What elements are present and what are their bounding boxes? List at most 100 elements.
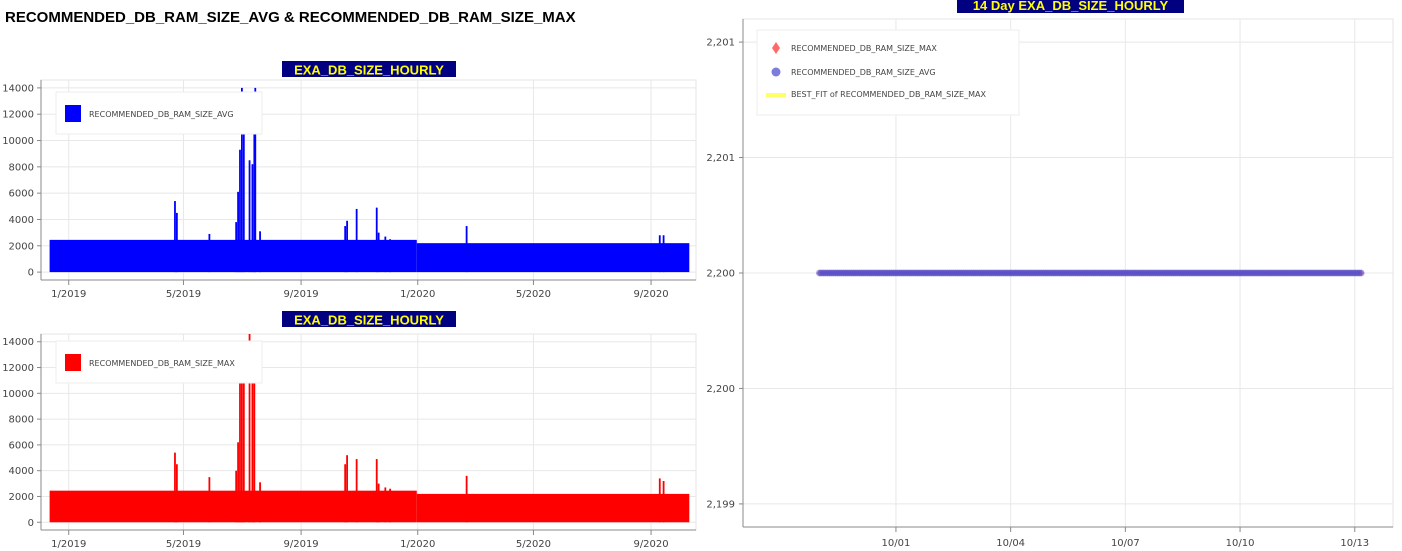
y-tick-label: 14000	[2, 337, 34, 348]
x-tick-label: 5/2020	[516, 539, 551, 550]
legend-label-recent-max: RECOMMENDED_DB_RAM_SIZE_MAX	[791, 44, 937, 53]
chart-avg: 0 2000 4000 6000 8000 10000 12000 14000 1/2019 5/…	[2, 61, 697, 300]
series-max	[49, 334, 690, 523]
x-tick-label: 9/2019	[283, 289, 318, 300]
x-tick-label: 10/04	[996, 538, 1025, 549]
baseline-area	[416, 493, 690, 523]
y-tick-label: 14000	[2, 83, 34, 94]
x-tick-label: 1/2020	[400, 289, 435, 300]
x-tick-label: 10/10	[1226, 538, 1255, 549]
spike-bar	[465, 475, 468, 523]
chart-title-bg-max	[282, 311, 456, 327]
y-tick-label: 4000	[9, 215, 34, 226]
spike-bar	[344, 226, 347, 273]
legend-marker-avg	[771, 67, 781, 77]
spike-bar	[346, 455, 348, 523]
chart-title-bg-recent	[957, 0, 1184, 13]
y-tick-label: 2,200	[706, 269, 735, 280]
x-tick-label: 5/2019	[166, 539, 201, 550]
axis-ticks-recent: 2,199 2,200 2,200 2,201 2,201 10/01 10/04 10/07…	[706, 38, 1369, 549]
y-tick-label: 6000	[9, 189, 34, 200]
spike-bar	[375, 207, 378, 273]
spike-bar	[174, 452, 176, 523]
spike-bar	[235, 470, 238, 523]
legend-max: RECOMMENDED_DB_RAM_SIZE_MAX	[55, 340, 263, 384]
legend-box-max	[55, 340, 263, 384]
spike-bar	[237, 442, 239, 523]
spike-bar	[237, 191, 239, 273]
spike-bar	[248, 334, 251, 523]
scatter-point-avg	[1357, 269, 1365, 277]
spike-bar	[384, 487, 387, 523]
spike-bar	[208, 477, 211, 523]
x-tick-label: 1/2019	[51, 289, 86, 300]
spike-bar	[259, 231, 261, 273]
spike-bar	[175, 464, 178, 523]
chart-title-recent: 14 Day EXA_DB_SIZE_HOURLY	[973, 0, 1169, 13]
page-title: RECOMMENDED_DB_RAM_SIZE_AVG & RECOMMENDE…	[5, 9, 576, 26]
legend-box-avg	[55, 91, 263, 135]
y-tick-label: 2000	[9, 241, 34, 252]
series-avg	[49, 87, 690, 273]
x-tick-label: 1/2020	[400, 539, 435, 550]
y-tick-label: 2,199	[706, 499, 735, 510]
spike-bar	[239, 380, 241, 523]
y-tick-label: 12000	[2, 110, 34, 121]
spike-bar	[346, 220, 348, 273]
legend-label-max: RECOMMENDED_DB_RAM_SIZE_MAX	[89, 359, 235, 368]
chart-title-avg: EXA_DB_SIZE_HOURLY	[294, 63, 444, 78]
baseline-area	[416, 243, 690, 273]
spike-bar	[241, 87, 243, 273]
spike-bar	[658, 235, 661, 273]
y-tick-label: 2,200	[706, 384, 735, 395]
legend-box-recent	[756, 29, 1020, 116]
y-tick-label: 8000	[9, 415, 34, 426]
x-tick-label: 10/13	[1340, 538, 1369, 549]
spike-bar	[259, 482, 261, 523]
baseline-area	[49, 239, 417, 273]
legend-marker-best-fit	[766, 93, 786, 97]
legend-avg: RECOMMENDED_DB_RAM_SIZE_AVG	[55, 91, 263, 135]
x-tick-label: 10/01	[882, 538, 911, 549]
y-tick-label: 6000	[9, 440, 34, 451]
legend-label-recent-avg: RECOMMENDED_DB_RAM_SIZE_AVG	[791, 68, 936, 77]
spike-bar	[242, 112, 245, 273]
y-tick-label: 0	[28, 518, 34, 529]
legend-swatch-avg	[65, 105, 81, 122]
spike-bar	[174, 201, 176, 273]
y-tick-label: 8000	[9, 162, 34, 173]
y-tick-label: 12000	[2, 363, 34, 374]
series-recent	[816, 269, 1365, 277]
y-tick-label: 4000	[9, 466, 34, 477]
y-tick-label: 2000	[9, 492, 34, 503]
x-tick-label: 10/07	[1111, 538, 1140, 549]
x-tick-label: 9/2020	[633, 289, 668, 300]
baseline-area	[49, 490, 417, 523]
y-tick-label: 0	[28, 268, 34, 279]
spike-bar	[253, 130, 256, 273]
legend-label-recent-fit: BEST_FIT of RECOMMENDED_DB_RAM_SIZE_MAX	[791, 90, 986, 99]
spike-bar	[389, 488, 392, 523]
y-tick-label: 10000	[2, 389, 34, 400]
x-tick-label: 9/2020	[633, 539, 668, 550]
spike-bar	[377, 232, 380, 273]
x-tick-label: 5/2019	[166, 289, 201, 300]
legend-label-avg: RECOMMENDED_DB_RAM_SIZE_AVG	[89, 110, 234, 119]
spike-bar	[662, 481, 665, 523]
chart-title-bg-avg	[282, 61, 456, 77]
y-tick-label: 2,201	[706, 38, 735, 49]
spike-bar	[253, 354, 256, 523]
legend-marker-max	[772, 42, 780, 54]
y-tick-label: 10000	[2, 136, 34, 147]
axis-ticks-max: 0 2000 4000 6000 8000 10000 12000 14000 1/2019 5/…	[2, 337, 668, 550]
spike-bar	[377, 483, 380, 523]
spike-bar	[251, 341, 254, 523]
legend-swatch-max	[65, 354, 81, 371]
spike-bar	[389, 239, 392, 273]
axis-ticks-avg: 0 2000 4000 6000 8000 10000 12000 14000 1/2019 5/…	[2, 83, 668, 300]
spike-bar	[465, 226, 468, 273]
x-tick-label: 9/2019	[283, 539, 318, 550]
legend-recent: RECOMMENDED_DB_RAM_SIZE_MAX RECOMMENDED_…	[756, 29, 1020, 116]
y-tick-label: 2,201	[706, 153, 735, 164]
spike-bar	[375, 459, 378, 523]
